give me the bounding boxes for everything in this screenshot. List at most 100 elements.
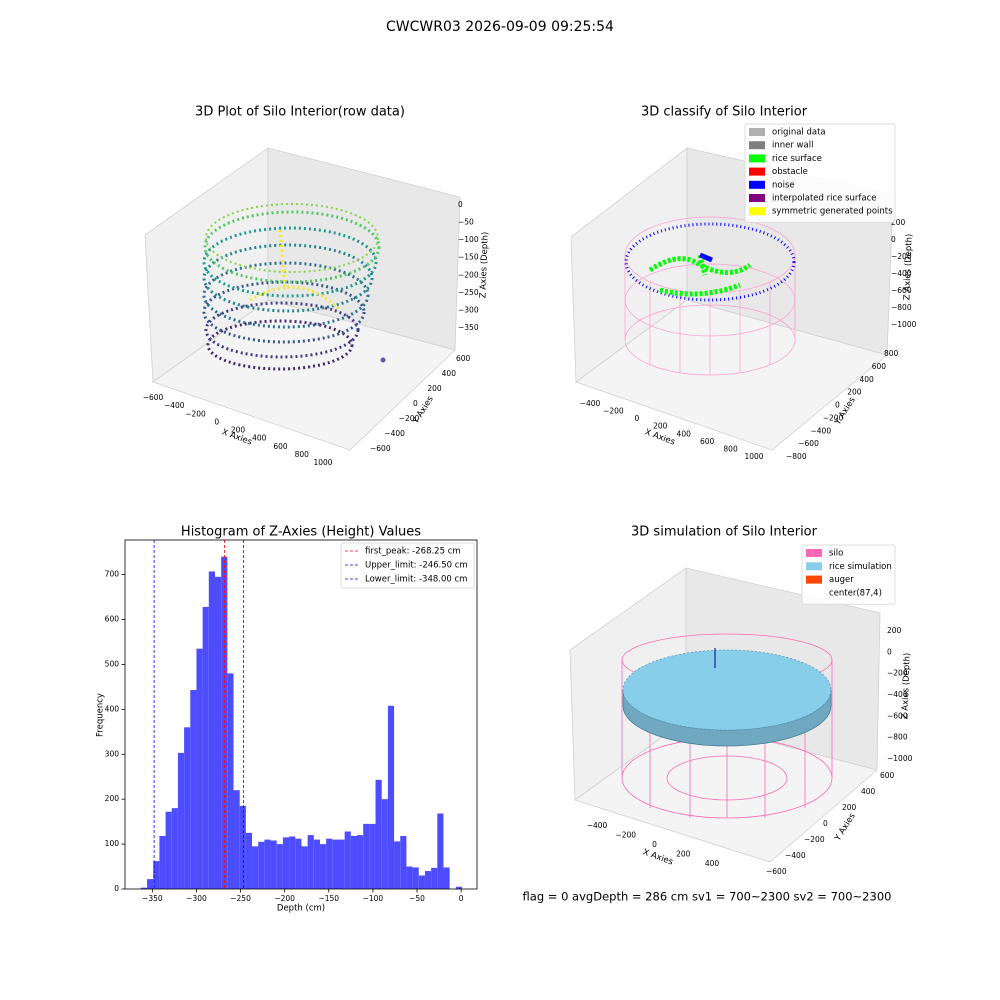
panel-4-model <box>621 633 833 819</box>
x-tick-label: −400 <box>587 821 608 830</box>
bar <box>239 805 246 889</box>
legend-label: Upper_limit: -246.50 cm <box>365 561 468 571</box>
x-tick-label: 200 <box>231 426 246 435</box>
point-ring <box>203 210 381 284</box>
legend-label: Lower_limit: -348.00 cm <box>365 575 467 585</box>
y-tick-label: 400 <box>861 787 876 796</box>
point-trace <box>249 229 342 312</box>
figure-title: CWCWR03 2026-09-09 09:25:54 <box>386 19 614 35</box>
z-axis-label: Z Axies (Depth) <box>478 232 490 299</box>
y-tick-label: 200 <box>427 384 442 393</box>
y-tick-label: −400 <box>785 851 806 860</box>
legend-swatch <box>749 194 765 202</box>
legend-label: symmetric generated points <box>772 207 893 217</box>
z-tick-label: −200 <box>887 669 908 678</box>
legend-swatch <box>749 141 765 150</box>
x-tick-label: 0 <box>459 894 464 903</box>
bar <box>412 867 419 889</box>
point-ring <box>202 226 378 298</box>
legend-label: original data <box>772 128 826 138</box>
bar <box>171 808 178 889</box>
bar <box>227 673 234 889</box>
y-tick-label: −200 <box>823 413 844 422</box>
z-tick-label: −300 <box>458 305 479 314</box>
y-tick-label: 500 <box>105 659 120 668</box>
bar <box>301 846 308 889</box>
rice-surface-points <box>648 254 752 297</box>
point-ring <box>202 280 366 344</box>
x-tick-label: −350 <box>142 894 163 903</box>
point-ring <box>202 243 374 313</box>
bar <box>184 727 191 889</box>
y-tick-label: −400 <box>811 426 832 435</box>
bar <box>375 779 382 889</box>
x-tick-label: −600 <box>143 393 164 402</box>
bar <box>418 875 425 889</box>
bar <box>270 840 277 889</box>
legend-label: silo <box>829 549 843 559</box>
x-tick-label: −200 <box>274 894 295 903</box>
y-tick-label: 600 <box>880 771 895 780</box>
bar <box>289 836 296 889</box>
y-tick-label: −800 <box>786 452 807 461</box>
y-tick-label: 600 <box>872 362 887 371</box>
z-tick-label: −100 <box>458 235 479 244</box>
bar <box>202 606 209 889</box>
legend-label: rice surface <box>772 154 822 164</box>
bar <box>344 831 351 889</box>
z-tick-label: −200 <box>891 252 912 261</box>
z-tick-label: −600 <box>891 286 912 295</box>
silo-lines <box>621 660 833 818</box>
bar <box>338 839 345 889</box>
bar <box>190 690 197 889</box>
panel-title: 3D Plot of Silo Interior(row data) <box>195 105 405 120</box>
y-tick-label: 400 <box>860 375 875 384</box>
z-tick-label: 0 <box>887 647 892 656</box>
legend-swatch <box>749 167 765 176</box>
x-tick-label: 600 <box>273 442 288 451</box>
z-axis-label: Z Axies (Depth) <box>900 653 912 720</box>
x-tick-label: 400 <box>705 859 720 868</box>
y-tick-label: 100 <box>105 839 120 848</box>
z-tick-label: −200 <box>458 270 479 279</box>
bar <box>313 839 320 889</box>
z-tick-label: −150 <box>458 253 479 262</box>
pane <box>152 299 456 451</box>
y-tick-label: 600 <box>105 615 120 624</box>
x-tick-label: 200 <box>676 850 691 859</box>
z-tick-label: −250 <box>458 288 479 297</box>
z-tick-label: −1000 <box>891 320 917 329</box>
point-ring <box>206 319 354 371</box>
x-tick-label: −50 <box>409 894 425 903</box>
legend-label: noise <box>772 180 795 190</box>
legend-label: inner wall <box>772 141 813 151</box>
bar <box>357 835 364 889</box>
axes-frame <box>124 539 478 890</box>
z-tick-label: −600 <box>887 711 908 720</box>
legend-swatch <box>749 180 765 189</box>
point-ring <box>204 301 360 359</box>
panel-title: 3D classify of Silo Interior <box>641 105 808 120</box>
bar <box>350 835 358 889</box>
rice-surface <box>622 649 832 731</box>
legend-label: obstacle <box>772 167 808 177</box>
x-tick-label: −200 <box>185 409 206 418</box>
bar <box>369 823 376 889</box>
z-tick-label: −400 <box>891 269 912 278</box>
y-tick-label: 200 <box>105 794 120 803</box>
y-axis-label: Frequency <box>96 693 106 737</box>
bar <box>363 823 370 889</box>
y-tick-label: 300 <box>105 749 120 758</box>
y-tick-label: 400 <box>105 704 120 713</box>
bar <box>400 835 407 889</box>
x-tick-label: 200 <box>653 422 668 431</box>
legend-box <box>744 123 896 223</box>
x-tick-label: 0 <box>214 417 219 426</box>
point-ring <box>205 203 379 273</box>
legend-label: interpolated rice surface <box>772 194 877 204</box>
bar <box>443 867 450 889</box>
x-tick-label: 0 <box>652 840 657 849</box>
legend-label: first_peak: -268.25 cm <box>365 547 461 557</box>
y-tick-label: 0 <box>413 399 418 408</box>
